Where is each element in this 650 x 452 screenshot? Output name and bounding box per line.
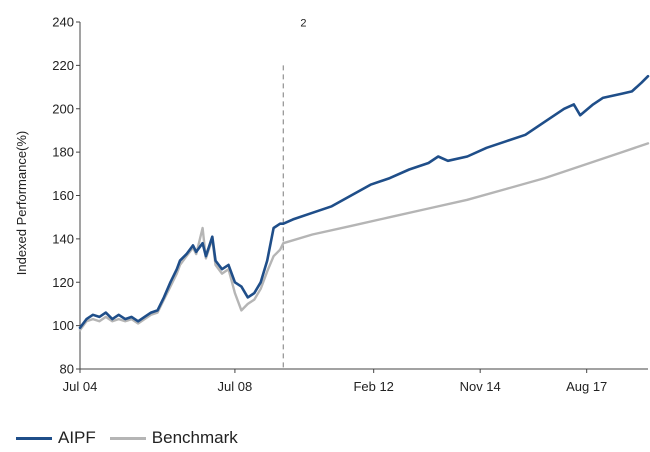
series-line-aipf — [78, 74, 650, 330]
y-axis-ticks: 80 100 120 140 160 180 200 220 240 — [52, 15, 80, 377]
legend-item-benchmark: Benchmark — [109, 428, 238, 448]
legend-swatch-benchmark — [109, 436, 146, 440]
y-tick-label: 160 — [52, 188, 74, 203]
x-tick-label: Jul 04 — [63, 379, 98, 394]
legend-swatch-aipf — [16, 436, 52, 440]
y-tick-label: 140 — [52, 231, 74, 246]
legend-label-benchmark: Benchmark — [151, 428, 238, 447]
y-tick-label: 240 — [52, 15, 74, 30]
y-tick-label: 180 — [52, 145, 74, 160]
y-tick-label: 220 — [52, 58, 74, 73]
y-tick-label: 120 — [52, 275, 74, 290]
x-tick-label: Nov 14 — [460, 379, 501, 394]
x-tick-label: Aug 17 — [566, 379, 607, 394]
y-tick-label: 200 — [52, 101, 74, 116]
line-chart: 80 100 120 140 160 180 200 220 240 Jul 04 Jul 08 F… — [14, 15, 650, 394]
series-line-benchmark — [78, 142, 650, 332]
annotation-label: 2 — [300, 17, 306, 29]
y-tick-label: 80 — [60, 362, 74, 377]
legend-label-aipf: AIPF — [58, 428, 96, 447]
annotations: 2 — [282, 17, 306, 369]
x-tick-label: Jul 08 — [218, 379, 253, 394]
x-axis-ticks: Jul 04 Jul 08 Feb 12 Nov 14 Aug 17 — [63, 369, 607, 394]
series-lines — [78, 74, 650, 332]
legend: AIPF Benchmark — [16, 428, 238, 448]
y-tick-label: 100 — [52, 318, 74, 333]
x-tick-label: Feb 12 — [353, 379, 393, 394]
legend-item-aipf: AIPF — [16, 428, 96, 448]
y-axis-title: Indexed Performance(%) — [14, 131, 29, 276]
